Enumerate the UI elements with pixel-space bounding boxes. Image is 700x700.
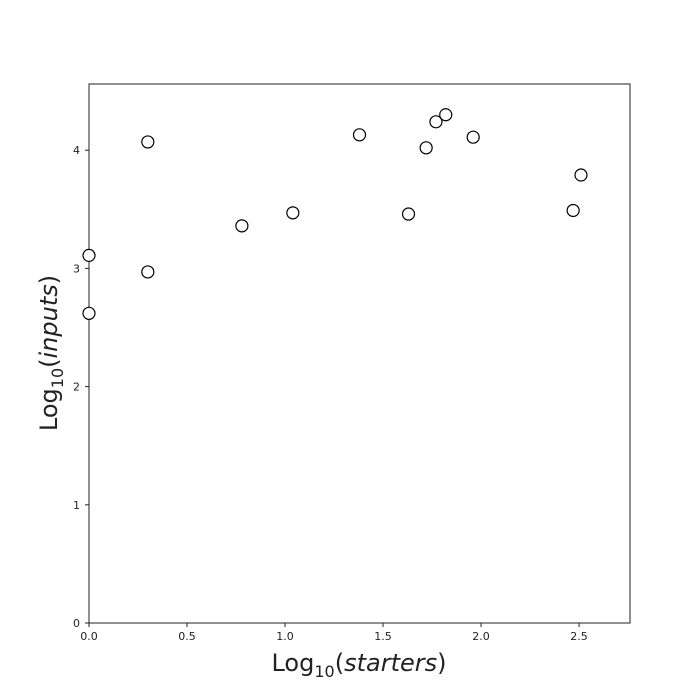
x-tick-label: 0.0: [80, 630, 98, 643]
y-axis-ticks: 0 1 2 3 4: [73, 144, 89, 630]
x-tick-label: 1.0: [276, 630, 294, 643]
plot-area: [88, 83, 631, 624]
x-axis-ticks: 0.0 0.5 1.0 1.5 2.0 2.5: [80, 623, 588, 643]
data-point: [566, 203, 580, 218]
data-point: [352, 128, 367, 142]
y-tick-label: 0: [73, 617, 80, 630]
y-tick-label: 4: [73, 144, 80, 157]
x-tick-label: 1.5: [374, 630, 392, 643]
data-point: [419, 141, 433, 155]
data-point: [141, 265, 155, 279]
data-point: [574, 168, 588, 182]
data-points: [82, 108, 588, 320]
data-point: [141, 135, 155, 149]
x-tick-label: 2.5: [570, 630, 588, 643]
y-axis-label: Log10(inputs): [35, 275, 67, 431]
data-point: [82, 248, 96, 262]
data-point: [439, 108, 453, 122]
y-tick-label: 1: [73, 499, 80, 512]
x-axis-label: Log10(starters): [271, 649, 446, 681]
x-tick-label: 2.0: [472, 630, 490, 643]
x-tick-label: 0.5: [178, 630, 196, 643]
data-point: [466, 130, 480, 144]
data-point: [429, 115, 443, 129]
data-point: [286, 206, 300, 220]
data-point: [235, 219, 249, 233]
y-tick-label: 2: [73, 381, 80, 394]
data-point: [401, 207, 416, 221]
data-point: [82, 306, 96, 320]
y-tick-label: 3: [73, 262, 80, 275]
